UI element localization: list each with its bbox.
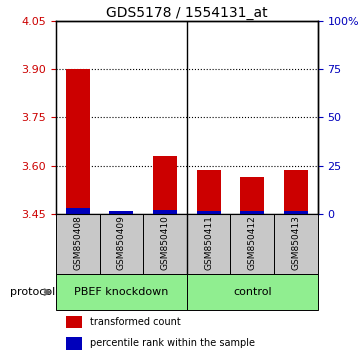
Text: protocol: protocol — [10, 287, 55, 297]
Bar — [66, 337, 82, 350]
Bar — [153, 210, 177, 214]
Bar — [240, 211, 264, 214]
Bar — [100, 214, 143, 274]
Text: GSM850408: GSM850408 — [73, 215, 82, 270]
Bar — [143, 214, 187, 274]
Bar — [153, 156, 177, 214]
Bar — [66, 208, 90, 214]
Text: GSM850410: GSM850410 — [161, 215, 170, 270]
Bar — [240, 177, 264, 214]
Text: GSM850411: GSM850411 — [204, 215, 213, 270]
Bar — [66, 69, 90, 214]
Text: GSM850413: GSM850413 — [291, 215, 300, 270]
Text: PBEF knockdown: PBEF knockdown — [74, 287, 169, 297]
Bar — [56, 214, 100, 274]
Bar — [284, 170, 308, 214]
Text: control: control — [233, 287, 271, 297]
Bar — [56, 274, 187, 310]
Bar — [187, 214, 230, 274]
Text: GSM850412: GSM850412 — [248, 216, 257, 270]
Bar — [109, 212, 133, 214]
Title: GDS5178 / 1554131_at: GDS5178 / 1554131_at — [106, 6, 268, 20]
Text: GSM850409: GSM850409 — [117, 215, 126, 270]
Bar — [274, 214, 318, 274]
Bar — [197, 170, 221, 214]
Text: transformed count: transformed count — [90, 317, 181, 327]
Bar — [109, 211, 133, 214]
Bar — [187, 274, 318, 310]
Bar — [197, 211, 221, 214]
Bar — [66, 316, 82, 329]
Bar — [230, 214, 274, 274]
Bar — [284, 211, 308, 214]
Text: percentile rank within the sample: percentile rank within the sample — [90, 338, 255, 348]
